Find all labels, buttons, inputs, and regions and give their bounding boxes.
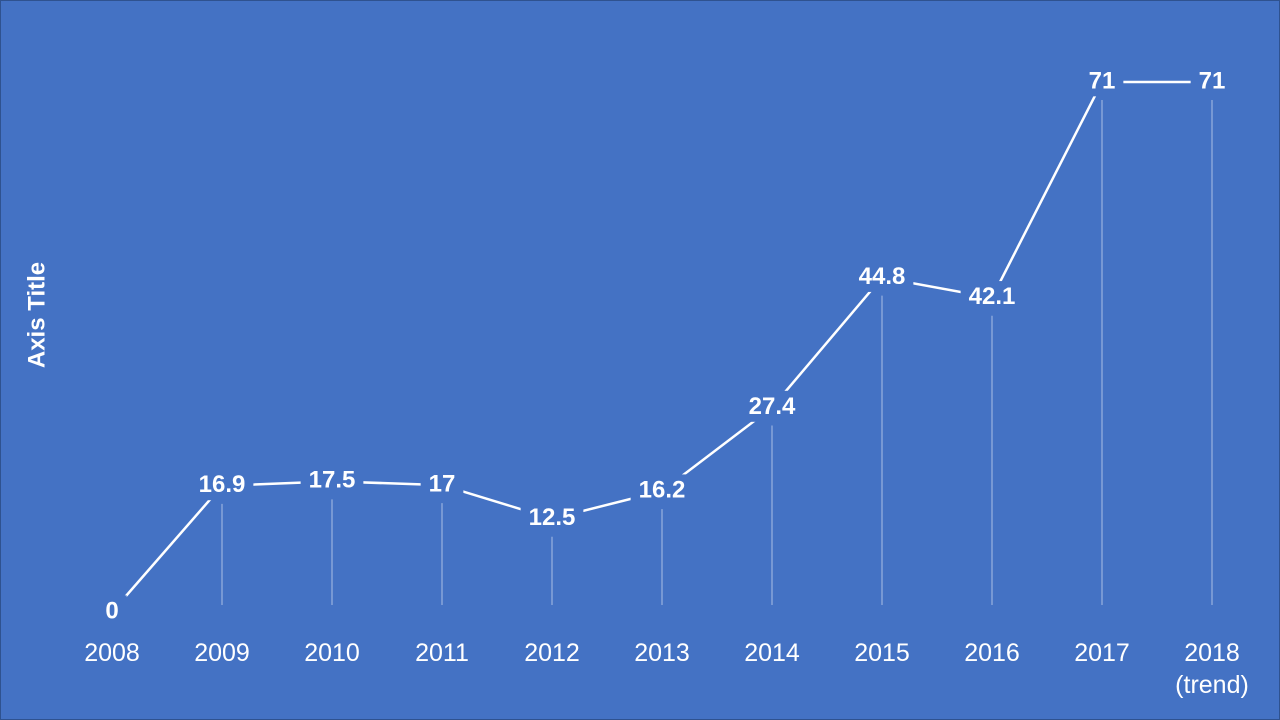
x-tick-label: 2015 [854, 639, 910, 667]
data-label: 0 [105, 597, 118, 624]
y-axis-title: Axis Title [23, 262, 50, 368]
x-tick-label: 2018 (trend) [1175, 639, 1249, 699]
data-label-group: 17 [420, 468, 464, 500]
data-label-background [420, 468, 464, 500]
data-label-group: 44.8 [850, 260, 914, 292]
data-label: 71 [1199, 67, 1226, 94]
x-tick-label: 2010 [304, 639, 360, 667]
data-label: 44.8 [859, 263, 906, 290]
data-label-group: 42.1 [960, 281, 1024, 313]
data-label-group: 0 [97, 595, 127, 627]
data-label: 16.2 [639, 476, 686, 503]
data-label-background [850, 260, 914, 292]
data-label-group: 27.4 [740, 390, 805, 422]
x-tick-label: 2012 [524, 639, 580, 667]
data-label-group: 16.9 [190, 469, 254, 501]
x-tick-label: 2016 [964, 639, 1020, 667]
data-label-background [740, 390, 805, 422]
data-label-background [300, 464, 364, 496]
data-label-group: 16.2 [630, 474, 694, 506]
x-tick-label: 2017 [1074, 639, 1130, 667]
data-label-background [960, 281, 1024, 313]
data-label-group: 71 [1190, 65, 1234, 97]
x-tick-label: 2014 [744, 639, 800, 667]
data-label-background [97, 595, 127, 627]
data-label: 17 [429, 470, 456, 497]
data-label-group: 12.5 [520, 502, 584, 534]
x-tick-label: 2008 [84, 639, 140, 667]
x-tick-label: 2013 [634, 639, 690, 667]
x-tick-label: 2011 [415, 639, 469, 667]
data-label: 17.5 [309, 467, 356, 494]
data-label-background [520, 502, 584, 534]
data-label-group: 71 [1080, 65, 1124, 97]
x-tick-label: 2009 [194, 639, 250, 667]
data-label-group: 17.5 [300, 464, 364, 496]
data-label-background [190, 469, 254, 501]
data-label: 12.5 [529, 504, 576, 531]
data-label: 27.4 [749, 393, 796, 420]
data-label: 42.1 [969, 283, 1016, 310]
data-label-background [1190, 65, 1234, 97]
data-label: 16.9 [199, 471, 246, 498]
data-label-background [1080, 65, 1124, 97]
data-label-background [630, 474, 694, 506]
data-label: 71 [1089, 67, 1116, 94]
